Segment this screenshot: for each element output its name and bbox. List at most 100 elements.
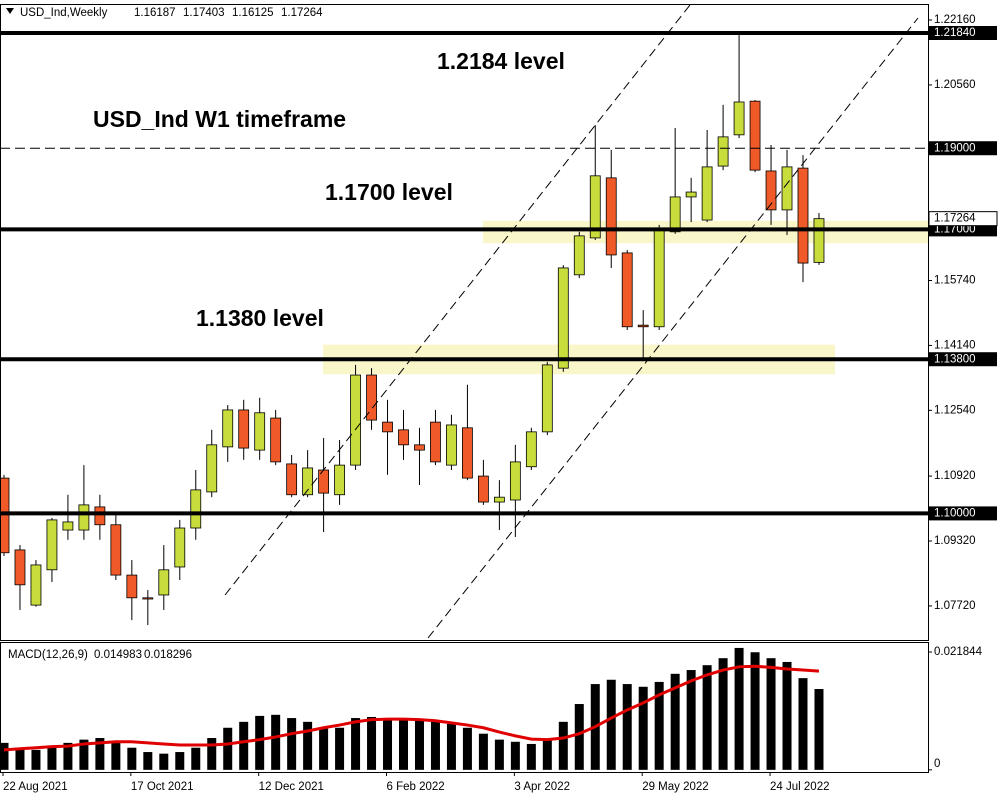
candle-body bbox=[621, 252, 633, 328]
macd-bar bbox=[191, 747, 201, 770]
macd-bar bbox=[430, 721, 440, 770]
macd-bar bbox=[558, 721, 568, 770]
candle-body bbox=[14, 549, 26, 586]
candle-body bbox=[717, 136, 729, 167]
candle-body bbox=[350, 374, 361, 466]
macd-bar bbox=[0, 742, 9, 770]
macd-bar bbox=[622, 684, 632, 770]
candle-body bbox=[62, 521, 74, 531]
candle-body bbox=[781, 166, 793, 211]
macd-bar bbox=[95, 738, 105, 770]
candle-body bbox=[589, 175, 601, 239]
annotation: 1.2184 level bbox=[437, 48, 565, 74]
header-high: 1.17403 bbox=[183, 7, 225, 19]
candle-body bbox=[637, 324, 649, 328]
macd-bar bbox=[638, 686, 648, 770]
candle-body bbox=[302, 467, 314, 496]
macd-bar bbox=[510, 741, 520, 770]
macd-bar bbox=[271, 714, 281, 770]
candle-body bbox=[94, 506, 106, 526]
candle-body bbox=[110, 524, 122, 576]
candle-body bbox=[0, 477, 10, 554]
macd-bar bbox=[15, 747, 25, 770]
candle-body bbox=[270, 417, 282, 463]
candle-body bbox=[222, 409, 234, 448]
channel-line bbox=[427, 17, 919, 639]
macd-bar bbox=[542, 739, 552, 770]
x-tick-label: 24 Jul 2022 bbox=[770, 781, 829, 793]
candle-body bbox=[334, 464, 345, 496]
macd-bar bbox=[287, 718, 297, 770]
annotation: USD_Ind W1 timeframe bbox=[93, 106, 346, 132]
candle-body bbox=[398, 429, 409, 446]
candle-body bbox=[749, 100, 761, 171]
macd-bar bbox=[111, 741, 121, 770]
y-tick-label: 1.12540 bbox=[934, 404, 976, 416]
signal-value: 0.018296 bbox=[144, 649, 192, 661]
macd-bar bbox=[143, 752, 153, 770]
macd-value: 0.014983 bbox=[94, 649, 142, 661]
candle-body bbox=[493, 496, 505, 503]
macd-bar bbox=[207, 738, 217, 770]
candle-body bbox=[813, 218, 825, 263]
highlight-zone bbox=[483, 220, 928, 244]
y-tick-label: 1.15740 bbox=[934, 275, 976, 287]
candle-body bbox=[797, 167, 809, 264]
candle-body bbox=[126, 574, 138, 599]
level-label: 1.19000 bbox=[934, 142, 976, 154]
candle-body bbox=[286, 463, 298, 496]
macd-bar bbox=[319, 727, 329, 770]
macd-bar bbox=[494, 739, 504, 770]
candle-body bbox=[653, 229, 665, 328]
x-tick-label: 17 Oct 2021 bbox=[131, 781, 194, 793]
macd-panel: 0.021844 0 bbox=[0, 646, 983, 771]
macd-bar bbox=[750, 652, 760, 770]
macd-bar bbox=[303, 721, 313, 770]
macd-bar bbox=[478, 733, 488, 770]
y-tick-label: 1.07720 bbox=[934, 600, 976, 612]
candle-body bbox=[190, 489, 202, 529]
x-tick-label: 29 May 2022 bbox=[642, 781, 709, 793]
candle-body bbox=[254, 412, 266, 451]
candle-body bbox=[477, 475, 489, 503]
level-label: 1.21840 bbox=[934, 27, 976, 39]
macd-bar bbox=[159, 753, 169, 770]
header-open: 1.16187 bbox=[134, 7, 176, 19]
candle-body bbox=[462, 427, 473, 479]
macd-bar bbox=[798, 678, 808, 770]
candle-body bbox=[30, 564, 42, 606]
candle-body bbox=[541, 364, 553, 433]
macd-bar bbox=[654, 681, 664, 770]
macd-bar bbox=[574, 704, 584, 770]
candle-body bbox=[573, 235, 585, 276]
candle-body bbox=[238, 409, 250, 449]
candle-body bbox=[142, 597, 154, 600]
macd-bar bbox=[127, 747, 137, 770]
macd-bar bbox=[814, 689, 824, 770]
candle-body bbox=[206, 444, 218, 493]
macd-bar bbox=[686, 670, 696, 770]
candle-body bbox=[701, 166, 713, 221]
current-price-label: 1.17264 bbox=[934, 213, 976, 225]
x-tick-label: 12 Dec 2021 bbox=[259, 781, 324, 793]
candle-body bbox=[557, 267, 569, 369]
macd-bar bbox=[766, 658, 776, 770]
candle-body bbox=[509, 461, 521, 501]
macd-bar bbox=[351, 718, 361, 770]
y-tick-label: 1.14140 bbox=[934, 339, 976, 351]
level-label-box bbox=[929, 141, 997, 156]
macd-bar bbox=[526, 743, 536, 770]
macd-bar bbox=[446, 723, 456, 770]
level-label: 1.13800 bbox=[934, 353, 976, 365]
candle-body bbox=[414, 444, 425, 451]
level-label: 1.10000 bbox=[934, 507, 976, 519]
level-label: 1.17000 bbox=[934, 223, 976, 235]
candle-body bbox=[525, 431, 537, 468]
y-tick-label: 1.10920 bbox=[934, 470, 976, 482]
macd-bar bbox=[414, 720, 424, 770]
macd-bar bbox=[31, 749, 41, 770]
candle-body bbox=[318, 469, 330, 494]
candle-body bbox=[366, 374, 377, 421]
